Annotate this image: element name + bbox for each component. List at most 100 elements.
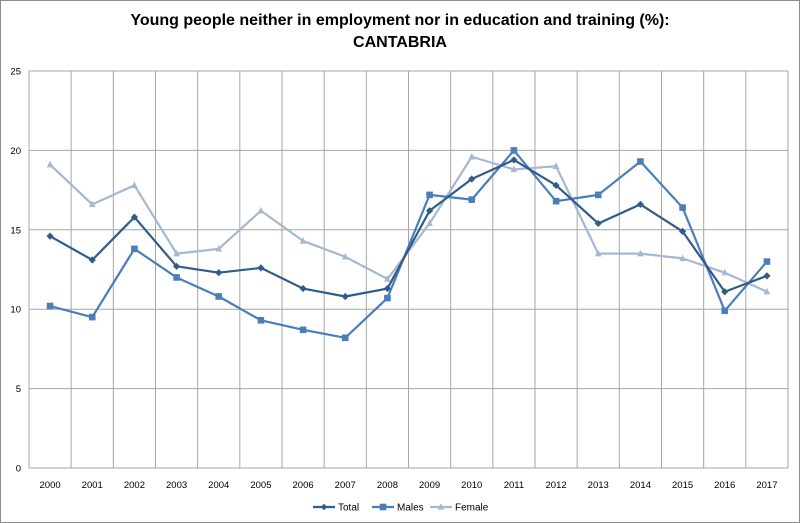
chart-title: Young people neither in employment nor i… bbox=[0, 10, 800, 54]
data-point bbox=[425, 207, 434, 215]
data-point bbox=[594, 191, 602, 199]
data-point bbox=[341, 252, 349, 260]
data-point bbox=[257, 264, 265, 272]
legend: Total Males Female bbox=[313, 503, 489, 514]
data-point bbox=[215, 269, 223, 277]
x-tick-label: 2005 bbox=[250, 480, 271, 491]
legend-label: Total bbox=[338, 503, 359, 514]
y-tick-label: 25 bbox=[10, 67, 21, 78]
data-point bbox=[763, 258, 771, 265]
data-point bbox=[468, 175, 476, 183]
series-group bbox=[46, 147, 771, 342]
data-point bbox=[426, 191, 433, 199]
x-tick-label: 2007 bbox=[335, 480, 356, 491]
data-point bbox=[510, 156, 518, 164]
data-point bbox=[594, 219, 602, 228]
data-point bbox=[46, 232, 54, 240]
legend-label: Female bbox=[455, 503, 489, 514]
data-point bbox=[552, 181, 560, 189]
data-point bbox=[636, 200, 645, 208]
x-tick-label: 2002 bbox=[124, 480, 145, 491]
data-point bbox=[468, 196, 476, 203]
y-tick-label: 0 bbox=[16, 464, 21, 475]
data-point bbox=[426, 219, 433, 227]
x-tick-label: 2001 bbox=[82, 480, 103, 491]
data-point bbox=[594, 249, 602, 257]
data-point bbox=[637, 249, 644, 257]
data-point bbox=[437, 503, 445, 510]
chart-title-line1: Young people neither in employment nor i… bbox=[130, 12, 670, 29]
data-point bbox=[257, 317, 265, 324]
legend-label: Males bbox=[397, 503, 424, 514]
data-point bbox=[637, 158, 644, 165]
y-tick-label: 10 bbox=[10, 305, 21, 316]
data-point bbox=[468, 152, 476, 160]
data-point bbox=[88, 256, 96, 264]
data-point bbox=[46, 160, 54, 168]
x-tick-label: 2010 bbox=[461, 480, 482, 491]
y-tick-label: 5 bbox=[16, 384, 21, 395]
data-point bbox=[383, 284, 392, 293]
x-tick-label: 2006 bbox=[293, 480, 314, 491]
data-point bbox=[384, 275, 391, 282]
x-tick-label: 2004 bbox=[208, 480, 229, 491]
data-point bbox=[173, 249, 180, 257]
x-tick-label: 2009 bbox=[419, 480, 440, 491]
data-point bbox=[721, 288, 729, 296]
data-point bbox=[299, 326, 307, 334]
x-axis: 2000 2001 2002 2003 2004 2005 2006 2007 2008 2009… bbox=[40, 480, 778, 491]
data-point bbox=[721, 307, 729, 315]
x-tick-label: 2013 bbox=[588, 480, 609, 491]
data-point bbox=[172, 262, 181, 270]
series-line bbox=[49, 149, 768, 339]
data-point bbox=[173, 274, 180, 281]
data-point bbox=[552, 162, 560, 169]
data-point bbox=[510, 165, 518, 173]
data-point bbox=[46, 302, 54, 310]
data-point bbox=[763, 287, 771, 295]
legend-item-males: Males bbox=[372, 503, 424, 514]
data-point bbox=[384, 294, 391, 302]
series-males bbox=[46, 147, 771, 342]
series-total bbox=[46, 156, 771, 301]
data-point bbox=[299, 237, 307, 244]
data-point bbox=[679, 204, 686, 211]
y-axis: 0 5 10 15 20 25 bbox=[10, 67, 21, 475]
data-point bbox=[88, 200, 96, 208]
series-line bbox=[49, 158, 768, 298]
x-tick-label: 2012 bbox=[546, 480, 567, 491]
data-point bbox=[131, 181, 138, 189]
x-tick-label: 2015 bbox=[672, 480, 693, 491]
data-point bbox=[379, 503, 387, 511]
x-tick-label: 2003 bbox=[166, 480, 187, 491]
data-point bbox=[320, 503, 328, 511]
data-point bbox=[552, 197, 560, 205]
data-point bbox=[257, 206, 265, 214]
data-point bbox=[131, 245, 138, 253]
data-point bbox=[721, 268, 729, 276]
x-tick-label: 2000 bbox=[40, 480, 61, 491]
chart-title-line2: CANTABRIA bbox=[353, 34, 447, 51]
x-tick-label: 2008 bbox=[377, 480, 398, 491]
y-tick-label: 20 bbox=[10, 146, 21, 157]
gridlines bbox=[28, 70, 789, 469]
legend-item-female: Female bbox=[430, 503, 489, 514]
data-point bbox=[215, 293, 223, 300]
data-point bbox=[130, 213, 139, 221]
data-point bbox=[510, 147, 518, 154]
x-tick-label: 2011 bbox=[504, 480, 524, 491]
data-point bbox=[341, 292, 349, 301]
data-point bbox=[88, 313, 96, 321]
legend-item-total: Total bbox=[313, 503, 359, 514]
x-tick-label: 2017 bbox=[756, 480, 777, 491]
data-point bbox=[678, 227, 687, 235]
x-tick-label: 2014 bbox=[630, 480, 651, 491]
data-point bbox=[341, 334, 349, 342]
data-point bbox=[299, 284, 307, 293]
data-point bbox=[215, 244, 223, 252]
data-point bbox=[679, 254, 686, 262]
y-tick-label: 15 bbox=[10, 225, 21, 236]
x-tick-label: 2016 bbox=[714, 480, 735, 491]
data-point bbox=[763, 272, 771, 280]
